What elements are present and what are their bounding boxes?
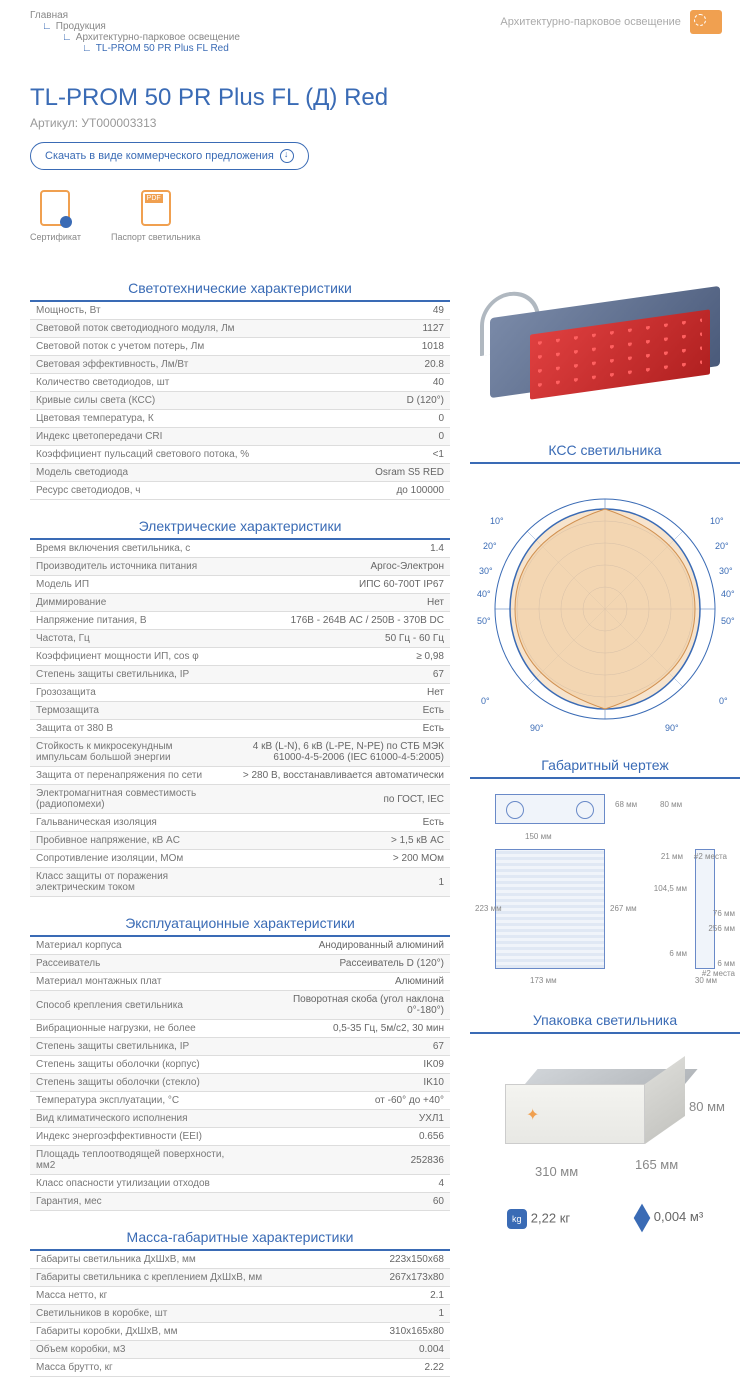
table-row: Степень защиты светильника, IP67 [30,1038,450,1056]
table-row: Габариты коробки, ДхШхВ, мм310х165х80 [30,1323,450,1341]
volume-icon [633,1203,650,1232]
table-mass: Габариты светильника ДхШхВ, мм223х150х68… [30,1251,450,1377]
table-row: РассеивательРассеиватель D (120°) [30,955,450,973]
certificate-link[interactable]: Сертификат [30,190,81,242]
table-row: Степень защиты оболочки (стекло)IK10 [30,1074,450,1092]
svg-text:10°: 10° [490,516,504,526]
table-row: Степень защиты светильника, IP67 [30,666,450,684]
table-row: Время включения светильника, с1.4 [30,540,450,558]
polar-diagram: 10° 20° 30° 40° 50° 10° 20° 30° 40° 50° … [475,479,735,739]
breadcrumb-l3[interactable]: ∟TL-PROM 50 PR Plus FL Red [30,43,722,54]
svg-text:90°: 90° [530,723,544,733]
svg-text:50°: 50° [721,616,735,626]
page-title: TL-PROM 50 PR Plus FL (Д) Red [30,84,722,112]
table-row: Кривые силы света (КСС)D (120°) [30,392,450,410]
table-row: Световой поток светодиодного модуля, Лм1… [30,320,450,338]
table-row: Индекс энергоэффективности (EEI)0.656 [30,1128,450,1146]
table-row: Защита от перенапряжения по сети> 280 В,… [30,767,450,785]
product-image [470,272,740,422]
table-row: Пробивное напряжение, кВ AC> 1,5 кВ AC [30,832,450,850]
table-row: Класс опасности утилизации отходов4 [30,1175,450,1193]
section-photo: Светотехнические характеристики [30,280,450,302]
svg-text:0°: 0° [719,696,728,706]
table-row: Количество светодиодов, шт40 [30,374,450,392]
dimensional-drawing: 68 мм 80 мм 150 мм 223 мм 267 мм 173 мм … [475,794,735,994]
table-row: Электромагнитная совместимость (радиопом… [30,785,450,814]
table-row: ГрозозащитаНет [30,684,450,702]
certificate-icon [40,190,70,226]
section-mass: Масса-габаритные характеристики [30,1229,450,1251]
svg-text:40°: 40° [721,589,735,599]
svg-text:50°: 50° [477,616,491,626]
svg-text:0°: 0° [481,696,490,706]
svg-text:30°: 30° [479,566,493,576]
table-row: Цветовая температура, К0 [30,410,450,428]
table-row: Площадь теплоотводящей поверхности, мм22… [30,1146,450,1175]
section-pack: Упаковка светильника [470,1012,740,1034]
svg-text:20°: 20° [715,541,729,551]
table-row: Напряжение питания, В176В - 264В AC / 25… [30,612,450,630]
table-row: Ресурс светодиодов, чдо 100000 [30,482,450,500]
svg-text:20°: 20° [483,541,497,551]
table-row: Гальваническая изоляцияЕсть [30,814,450,832]
table-row: Стойкость к микросекундным импульсам бол… [30,738,450,767]
table-row: Частота, Гц50 Гц - 60 Гц [30,630,450,648]
table-row: Способ крепления светильникаПоворотная с… [30,991,450,1020]
table-row: Сопротивление изоляции, МОм> 200 МОм [30,850,450,868]
table-row: Коэффициент пульсаций светового потока, … [30,446,450,464]
weight-icon: kg [507,1209,527,1229]
table-row: Вибрационные нагрузки, не более0,5-35 Гц… [30,1020,450,1038]
table-row: Класс защиты от поражения электрическим … [30,868,450,897]
table-row: Температура эксплуатации, °Сот -60° до +… [30,1092,450,1110]
section-dim: Габаритный чертеж [470,757,740,779]
table-row: Вид климатического исполненияУХЛ1 [30,1110,450,1128]
category-icon [690,10,722,34]
table-row: Масса нетто, кг2.1 [30,1287,450,1305]
section-oper: Эксплуатационные характеристики [30,915,450,937]
passport-link[interactable]: Паспорт светильника [111,190,200,242]
svg-text:10°: 10° [710,516,724,526]
section-kss: КСС светильника [470,442,740,464]
download-button[interactable]: Скачать в виде коммерческого предложения [30,142,309,170]
table-oper: Материал корпусаАнодированный алюминийРа… [30,937,450,1211]
svg-text:90°: 90° [665,723,679,733]
table-elec: Время включения светильника, с1.4Произво… [30,540,450,897]
table-row: Объем коробки, м30.004 [30,1341,450,1359]
pdf-icon [141,190,171,226]
svg-text:30°: 30° [719,566,733,576]
table-row: Световой поток с учетом потерь, Лм1018 [30,338,450,356]
table-row: Коэффициент мощности ИП, cos φ≥ 0,98 [30,648,450,666]
table-photo: Мощность, Вт49Световой поток светодиодно… [30,302,450,500]
table-row: Степень защиты оболочки (корпус)IK09 [30,1056,450,1074]
download-icon [280,149,294,163]
table-row: Световая эффективность, Лм/Вт20.8 [30,356,450,374]
table-row: Масса брутто, кг2.22 [30,1359,450,1377]
table-row: Материал монтажных платАлюминий [30,973,450,991]
table-row: Индекс цветопередачи CRI0 [30,428,450,446]
table-row: Материал корпусаАнодированный алюминий [30,937,450,955]
table-row: Светильников в коробке, шт1 [30,1305,450,1323]
section-elec: Электрические характеристики [30,518,450,540]
table-row: ДиммированиеНет [30,594,450,612]
table-row: Мощность, Вт49 [30,302,450,320]
table-row: ТермозащитаЕсть [30,702,450,720]
package-drawing: 80 мм 310 мм 165 мм kg2,22 кг 0,004 м³ [475,1049,735,1229]
article-number: Артикул: УТ000003313 [30,116,722,130]
table-row: Модель светодиодаOsram S5 RED [30,464,450,482]
table-row: Производитель источника питанияАргос-Эле… [30,558,450,576]
svg-text:40°: 40° [477,589,491,599]
table-row: Габариты светильника ДхШхВ, мм223х150х68 [30,1251,450,1269]
table-row: Модель ИПИПС 60-700Т IP67 [30,576,450,594]
table-row: Гарантия, мес60 [30,1193,450,1211]
table-row: Габариты светильника с креплением ДхШхВ,… [30,1269,450,1287]
table-row: Защита от 380 ВЕсть [30,720,450,738]
category-header: Архитектурно-парковое освещение [500,10,722,34]
